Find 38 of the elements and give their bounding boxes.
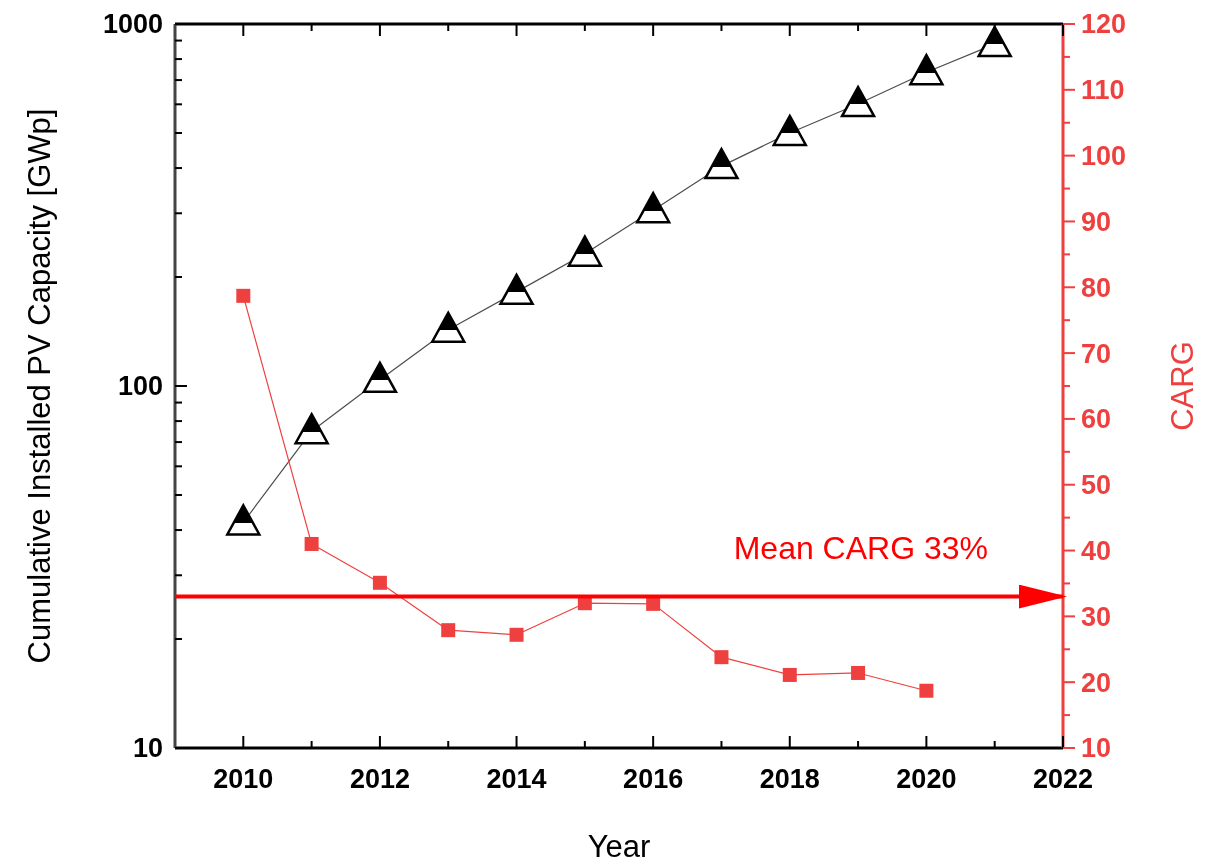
y-axis-title: Cumulative Installed PV Capacity [GWp] xyxy=(22,108,57,664)
y2-tick-label: 40 xyxy=(1081,536,1112,566)
x-tick-label: 2014 xyxy=(486,764,547,794)
y2-tick-label: 90 xyxy=(1081,206,1112,237)
y2-tick-label: 70 xyxy=(1081,338,1112,369)
point xyxy=(362,361,398,394)
y2-tick-label: 80 xyxy=(1081,272,1112,303)
y2-tick-label: 100 xyxy=(1081,141,1127,172)
point xyxy=(772,114,808,147)
y2-tick-label: 20 xyxy=(1081,667,1112,698)
point xyxy=(635,191,671,224)
y2-tick-label: 120 xyxy=(1081,9,1127,40)
y2-tick-label: 10 xyxy=(1081,733,1112,764)
point xyxy=(567,235,603,267)
point xyxy=(294,412,329,445)
x-tick-label: 2018 xyxy=(759,764,820,794)
y-tick-label: 1000 xyxy=(102,9,163,40)
point xyxy=(704,147,739,180)
y2-tick-label: 50 xyxy=(1081,470,1112,501)
point xyxy=(909,53,944,86)
x-tick-label: 2016 xyxy=(623,764,684,794)
point xyxy=(977,25,1012,58)
y2-tick-label: 110 xyxy=(1081,75,1125,106)
point xyxy=(840,85,876,118)
y2-tick-label: 60 xyxy=(1081,404,1112,435)
x-tick-label: 2022 xyxy=(1032,764,1094,794)
y2-axis-title: CARG xyxy=(1165,341,1200,431)
y-tick-label: 100 xyxy=(117,371,163,402)
point xyxy=(499,273,534,306)
y2-tick-label: 30 xyxy=(1081,601,1112,632)
x-tick-label: 2012 xyxy=(349,764,410,794)
ref-line-label: Mean CARG 33% xyxy=(733,529,988,566)
point xyxy=(226,504,261,536)
y-tick-label: 10 xyxy=(132,733,163,764)
point xyxy=(430,311,466,344)
x-axis-title: Year xyxy=(587,829,651,864)
x-tick-label: 2020 xyxy=(896,764,957,794)
x-tick-label: 2010 xyxy=(213,764,274,794)
